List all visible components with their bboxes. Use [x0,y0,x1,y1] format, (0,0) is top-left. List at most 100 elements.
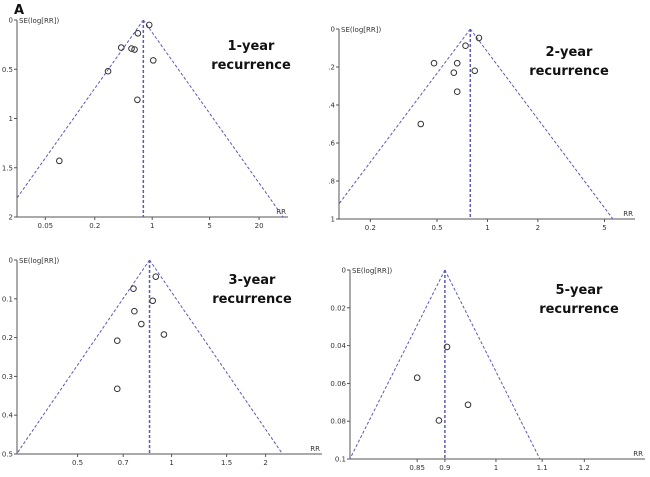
study-point [464,401,472,409]
panel-title: 1-year [228,39,276,54]
y-tick-label: 0.5 [2,451,13,459]
study-point [453,88,461,95]
study-point [104,67,112,75]
x-tick-label: 0.7 [118,459,129,467]
x-tick-label: 0.9 [439,464,450,472]
y-tick-label: 0.1 [2,295,13,303]
funnel-left-limit [17,259,150,454]
x-tick-label: 1.5 [221,459,232,467]
x-tick-label: 5 [602,224,606,232]
funnel-left-limit [339,28,471,205]
y-axis-label: SE(log[RR]) [341,26,381,34]
study-point [145,21,153,29]
study-point [435,417,443,424]
y-tick-label: 0.1 [335,456,346,464]
y-tick-label: 0.02 [330,304,346,312]
x-tick-label: 2 [536,224,540,232]
study-point [475,34,483,42]
study-point [56,157,63,165]
y-tick-label: .6 [328,140,335,148]
y-tick-label: .2 [328,64,335,72]
x-tick-label: 2 [263,459,267,467]
y-tick-label: 1 [331,216,335,224]
study-point [149,297,156,305]
x-tick-label: 0.2 [365,224,376,232]
panel-title: recurrence [539,302,619,317]
y-tick-label: 1.5 [2,164,13,172]
funnel-right-limit [142,19,284,217]
study-point [152,273,160,280]
study-point [160,331,168,338]
funnel-right-limit [149,259,283,454]
x-tick-label: 1 [150,222,154,230]
study-point [443,343,451,351]
x-tick-label: 0.2 [89,222,100,230]
x-axis-label: RR [276,208,286,216]
panel-title: recurrence [529,64,609,79]
funnel-right-limit [469,28,614,219]
figure-label: A [14,3,24,18]
study-point [128,45,135,52]
x-tick-label: 0.05 [38,222,54,230]
study-point [430,59,438,67]
funnel-left-limit [350,269,446,459]
study-point [417,120,425,128]
panel-title: 2-year [546,45,594,60]
funnel-plot-panel-3: 0 0.1 0.2 0.3 0.4 0.5 0.5 0.7 1 1.5 2 SE(log[RR]) RR… [2,257,322,467]
x-tick-label: 0.5 [431,224,442,232]
x-axis-label: RR [623,210,633,218]
study-point [134,96,141,104]
x-axis-label: RR [633,450,643,458]
x-tick-label: 1.1 [537,464,548,472]
y-axis-label: SE(log[RR]) [352,267,392,275]
study-point [450,69,458,76]
study-point [131,46,138,53]
panel-title: recurrence [212,292,292,307]
y-axis-label: SE(log[RR]) [19,257,59,265]
funnel-plot-panel-1: 0 0.5 1 1.5 2 0.05 0.2 1 5 20 SE(log[RR]) RR 1-year r… [2,17,291,231]
study-point [134,29,142,37]
y-tick-label: 0.06 [330,380,346,388]
x-tick-label: 1.2 [579,464,590,472]
y-tick-label: 0.5 [2,66,13,74]
x-tick-label: 1 [485,224,489,232]
y-tick-label: 0 [9,17,13,25]
x-tick-label: 0.5 [72,459,83,467]
y-tick-label: 0 [331,26,335,34]
y-tick-label: .8 [328,178,335,186]
y-tick-label: 0 [342,267,346,275]
study-point [113,385,121,393]
y-tick-label: 2 [9,214,13,222]
y-tick-label: .4 [328,102,335,110]
panel-title: 3-year [229,273,277,288]
y-tick-label: 0.2 [2,334,13,342]
study-point [462,42,469,50]
y-tick-label: 0.04 [330,342,346,350]
funnel-plot-panel-2: 0.2.4.6.810.2 0.5 1 2 5SE(log[RR])RR2-yearre… [328,26,635,232]
funnel-left-limit [17,19,144,199]
x-tick-label: 0.85 [409,464,425,472]
study-point [130,285,137,293]
y-tick-label: 0.4 [2,412,14,420]
y-tick-label: 0.3 [2,373,13,381]
x-tick-label: 1 [494,464,498,472]
study-point [453,59,461,67]
y-axis-label: SE(log[RR]) [19,17,59,25]
study-point [117,44,125,51]
y-tick-label: 0.08 [330,418,346,426]
x-tick-label: 20 [255,222,264,230]
x-axis-label: RR [310,445,320,453]
study-point [131,307,138,315]
study-point [138,320,145,328]
panel-title: 5-year [556,283,604,298]
x-tick-label: 1 [169,459,173,467]
funnel-right-limit [444,269,541,459]
study-point [413,374,421,382]
study-point [149,57,157,64]
y-tick-label: 1 [9,115,13,123]
funnel-plot-panel-4: 0 0.02 0.04 0.06 0.08 0.1 0.85 0.9 1 1.1 1.2 SE(log… [330,267,645,472]
study-point [113,337,121,345]
panel-title: recurrence [211,58,291,73]
x-tick-label: 5 [207,222,211,230]
